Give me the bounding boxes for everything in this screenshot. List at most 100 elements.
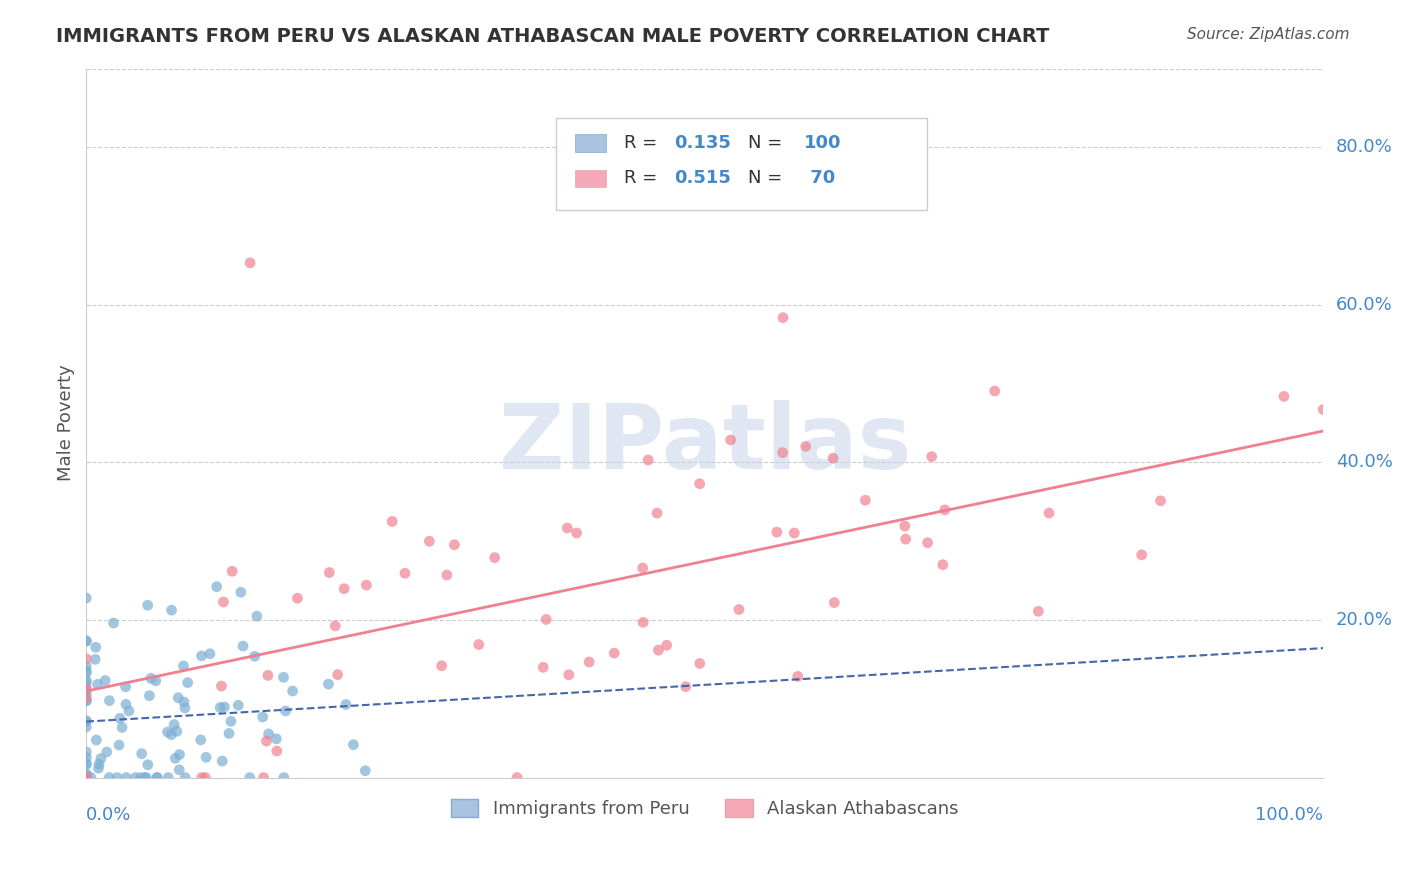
Point	[173, 695, 195, 709]
Point	[135, 771, 157, 785]
Point	[87, 757, 110, 772]
Point	[281, 684, 304, 698]
Point	[1272, 389, 1295, 403]
Point	[167, 690, 190, 705]
Point	[146, 771, 169, 785]
Point	[108, 738, 131, 752]
Point	[138, 689, 160, 703]
Point	[165, 751, 187, 765]
Point	[256, 734, 278, 748]
Point	[75, 771, 97, 785]
Point	[1130, 548, 1153, 562]
Point	[75, 745, 97, 759]
Text: 0.135: 0.135	[673, 134, 731, 152]
Point	[75, 756, 97, 771]
Point	[381, 515, 404, 529]
Point	[136, 599, 159, 613]
Point	[75, 690, 97, 705]
Text: 60.0%: 60.0%	[1336, 296, 1392, 314]
Point	[212, 595, 235, 609]
Point	[75, 771, 97, 785]
Point	[603, 646, 626, 660]
Point	[917, 535, 939, 549]
Point	[115, 771, 138, 785]
Point	[394, 566, 416, 581]
Point	[318, 566, 340, 580]
Text: 80.0%: 80.0%	[1336, 138, 1392, 156]
Text: 20.0%: 20.0%	[1336, 611, 1392, 629]
Point	[484, 550, 506, 565]
Text: Source: ZipAtlas.com: Source: ZipAtlas.com	[1187, 27, 1350, 42]
Point	[720, 433, 742, 447]
Point	[167, 763, 190, 777]
Point	[218, 726, 240, 740]
Text: R =: R =	[624, 134, 664, 152]
Point	[166, 724, 188, 739]
Point	[75, 771, 97, 785]
Point	[534, 612, 557, 626]
Point	[983, 384, 1005, 398]
Point	[794, 439, 817, 453]
Point	[98, 771, 121, 785]
FancyBboxPatch shape	[557, 118, 928, 211]
Point	[75, 720, 97, 734]
Point	[239, 256, 262, 270]
Point	[557, 521, 579, 535]
Point	[205, 580, 228, 594]
Point	[75, 665, 97, 680]
Point	[84, 640, 107, 655]
Point	[209, 679, 232, 693]
Point	[86, 733, 108, 747]
Point	[221, 564, 243, 578]
Point	[647, 643, 669, 657]
Point	[287, 591, 309, 606]
Point	[173, 659, 195, 673]
Point	[932, 558, 955, 572]
Point	[565, 525, 588, 540]
Point	[354, 764, 377, 778]
Point	[418, 534, 440, 549]
Point	[114, 680, 136, 694]
Point	[75, 681, 97, 695]
Point	[111, 721, 134, 735]
Point	[894, 532, 917, 546]
Point	[169, 747, 191, 762]
Point	[274, 704, 297, 718]
Point	[75, 634, 97, 648]
Point	[134, 771, 156, 785]
Point	[323, 619, 346, 633]
Point	[436, 568, 458, 582]
Point	[75, 591, 97, 606]
Point	[266, 731, 288, 746]
Point	[894, 519, 917, 533]
Point	[1149, 493, 1171, 508]
Point	[75, 714, 97, 729]
Point	[75, 750, 97, 764]
Point	[75, 771, 97, 785]
Text: N =: N =	[748, 169, 787, 187]
Point	[766, 525, 789, 540]
Point	[443, 538, 465, 552]
Point	[578, 655, 600, 669]
Point	[75, 767, 97, 781]
Point	[689, 476, 711, 491]
Point	[139, 671, 162, 685]
Point	[246, 609, 269, 624]
Point	[176, 675, 198, 690]
Point	[174, 771, 197, 785]
Text: R =: R =	[624, 169, 664, 187]
Point	[655, 638, 678, 652]
Point	[87, 761, 110, 775]
Point	[252, 710, 274, 724]
Point	[252, 771, 274, 785]
Point	[84, 652, 107, 666]
Text: 0.0%: 0.0%	[86, 806, 132, 824]
Point	[239, 771, 262, 785]
Legend: Immigrants from Peru, Alaskan Athabascans: Immigrants from Peru, Alaskan Athabascan…	[444, 791, 966, 825]
Point	[190, 733, 212, 747]
Point	[80, 771, 103, 785]
Point	[335, 698, 357, 712]
Point	[243, 649, 266, 664]
Point	[75, 633, 97, 648]
Point	[163, 717, 186, 731]
